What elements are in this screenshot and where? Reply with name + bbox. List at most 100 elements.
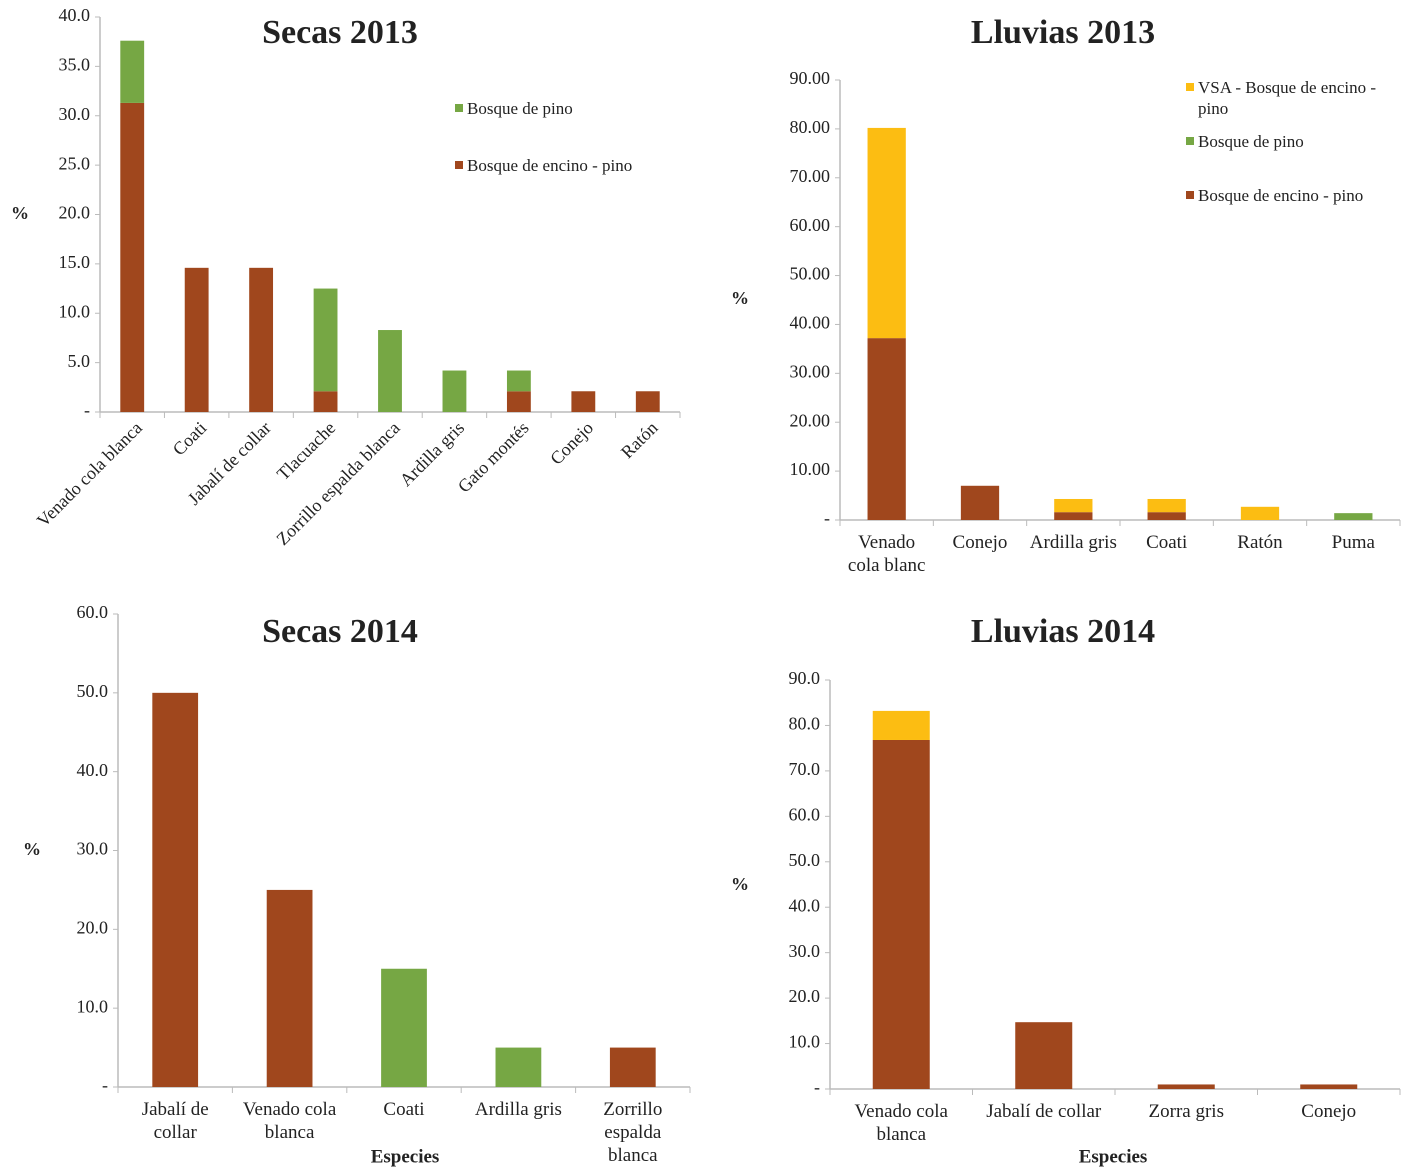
bar-segment [1054, 512, 1093, 520]
y-tick-label: - [102, 1075, 108, 1095]
bar-segment [872, 710, 930, 740]
x-tick-label: Venado cola blanc [847, 532, 926, 576]
x-tick-label: Conejo [1301, 1101, 1357, 1122]
y-tick-label: 30.0 [59, 104, 91, 124]
x-tick-label: Ardilla gris [1029, 532, 1117, 553]
y-tick-label: 40.0 [59, 5, 91, 25]
x-tick-label: Coati [1146, 532, 1188, 553]
bar-segment [120, 40, 145, 103]
x-tick-label: Zorrillo espalda blanca [272, 418, 403, 549]
bar-segment [152, 692, 199, 1087]
bar-segment [635, 391, 660, 412]
y-tick-label: 80.0 [789, 714, 821, 734]
x-tick-label: Venado cola blanca [854, 1101, 948, 1145]
legend-swatch [1186, 191, 1194, 199]
x-axis-label: Especies [1079, 1146, 1148, 1167]
bar-segment [249, 267, 274, 412]
y-tick-label: 20.0 [59, 203, 91, 223]
bar-segment [495, 1047, 542, 1087]
x-tick-label: Tlacuache [273, 418, 339, 484]
x-tick-label: Venado cola blanca [242, 1099, 337, 1143]
bar-segment [1054, 498, 1093, 513]
chart-title: Lluvias 2013 [971, 14, 1155, 51]
bar-segment [1147, 498, 1186, 513]
legend-item: VSA - Bosque de encino - pino [1186, 77, 1401, 120]
legend-swatch [455, 104, 463, 112]
y-tick-label: 90.0 [789, 668, 821, 688]
chart-title: Lluvias 2014 [971, 613, 1155, 650]
legend-label: VSA - Bosque de encino - pino [1198, 78, 1377, 119]
y-axis-label: % [23, 839, 41, 859]
bar-segment [1157, 1084, 1215, 1089]
x-tick-label: Coati [169, 418, 211, 460]
y-tick-label: 30.00 [790, 361, 831, 381]
y-tick-label: 5.0 [68, 351, 91, 371]
bar-segment [266, 889, 313, 1087]
chart-title: Secas 2013 [262, 14, 418, 51]
x-tick-label: Jabalí de collar [986, 1101, 1102, 1122]
bar-segment [609, 1047, 656, 1087]
x-tick-label: Ratón [1237, 532, 1283, 553]
bar-segment [1300, 1084, 1358, 1089]
y-tick-label: 50.0 [77, 681, 109, 701]
x-tick-label: Zorrillo espalda blanca [603, 1099, 663, 1166]
y-tick-label: 40.0 [77, 760, 109, 780]
y-tick-label: 60.0 [77, 602, 109, 622]
y-tick-label: 10.0 [77, 996, 109, 1016]
x-axis-label: Especies [371, 1146, 440, 1167]
y-tick-label: 20.00 [790, 410, 831, 430]
y-tick-label: 20.0 [77, 917, 109, 937]
bar-segment [1015, 1022, 1073, 1089]
legend-label: Bosque de pino [467, 99, 573, 118]
bar-segment [960, 485, 1000, 520]
y-axis-label: % [731, 874, 749, 894]
y-tick-label: 50.0 [789, 850, 821, 870]
bar-segment [571, 391, 596, 412]
y-tick-label: 30.0 [77, 839, 109, 859]
y-tick-label: 90.00 [790, 68, 831, 88]
chart-title: Secas 2014 [262, 613, 418, 650]
y-tick-label: 40.0 [789, 895, 821, 915]
bar-segment [378, 330, 402, 412]
y-tick-label: 60.00 [790, 215, 831, 235]
legend-label: Bosque de encino - pino [1198, 186, 1364, 205]
bar-segment [120, 102, 145, 412]
bar-segment [506, 370, 531, 392]
x-tick-label: Ratón [617, 418, 662, 463]
y-tick-label: - [814, 1077, 820, 1097]
legend-swatch [1186, 137, 1194, 145]
bar-segment [313, 288, 338, 392]
legend-swatch [455, 161, 463, 169]
bar-segment [506, 391, 531, 412]
bar-segment [867, 338, 906, 520]
legend-swatch [1186, 83, 1194, 91]
legend-label: Bosque de encino - pino [467, 156, 633, 175]
y-tick-label: 10.00 [790, 459, 831, 479]
bar-segment [867, 127, 906, 339]
legend-item: Bosque de pino [455, 98, 675, 119]
y-tick-label: - [84, 400, 90, 420]
y-tick-label: 60.0 [789, 804, 821, 824]
y-tick-label: 40.00 [790, 313, 831, 333]
x-tick-label: Zorra gris [1148, 1101, 1224, 1122]
bar-segment [1334, 513, 1373, 520]
x-tick-label: Conejo [546, 418, 597, 469]
x-tick-label: Puma [1331, 532, 1375, 553]
y-axis-label: % [11, 203, 29, 223]
x-tick-label: Jabalí de collar [141, 1099, 209, 1143]
y-tick-label: 70.00 [790, 166, 831, 186]
y-tick-label: 50.00 [790, 264, 831, 284]
bar-segment [184, 267, 209, 412]
y-tick-label: 20.0 [789, 986, 821, 1006]
y-tick-label: 80.00 [790, 117, 831, 137]
y-tick-label: 25.0 [59, 153, 91, 173]
bar-segment [313, 391, 338, 412]
x-tick-label: Conejo [952, 532, 1008, 553]
y-tick-label: 70.0 [789, 759, 821, 779]
bar-segment [442, 370, 467, 412]
y-tick-label: 10.0 [789, 1032, 821, 1052]
x-tick-label: Venado cola blanca [33, 418, 146, 531]
legend-item: Bosque de pino [1186, 131, 1401, 152]
legend-label: Bosque de pino [1198, 132, 1304, 151]
